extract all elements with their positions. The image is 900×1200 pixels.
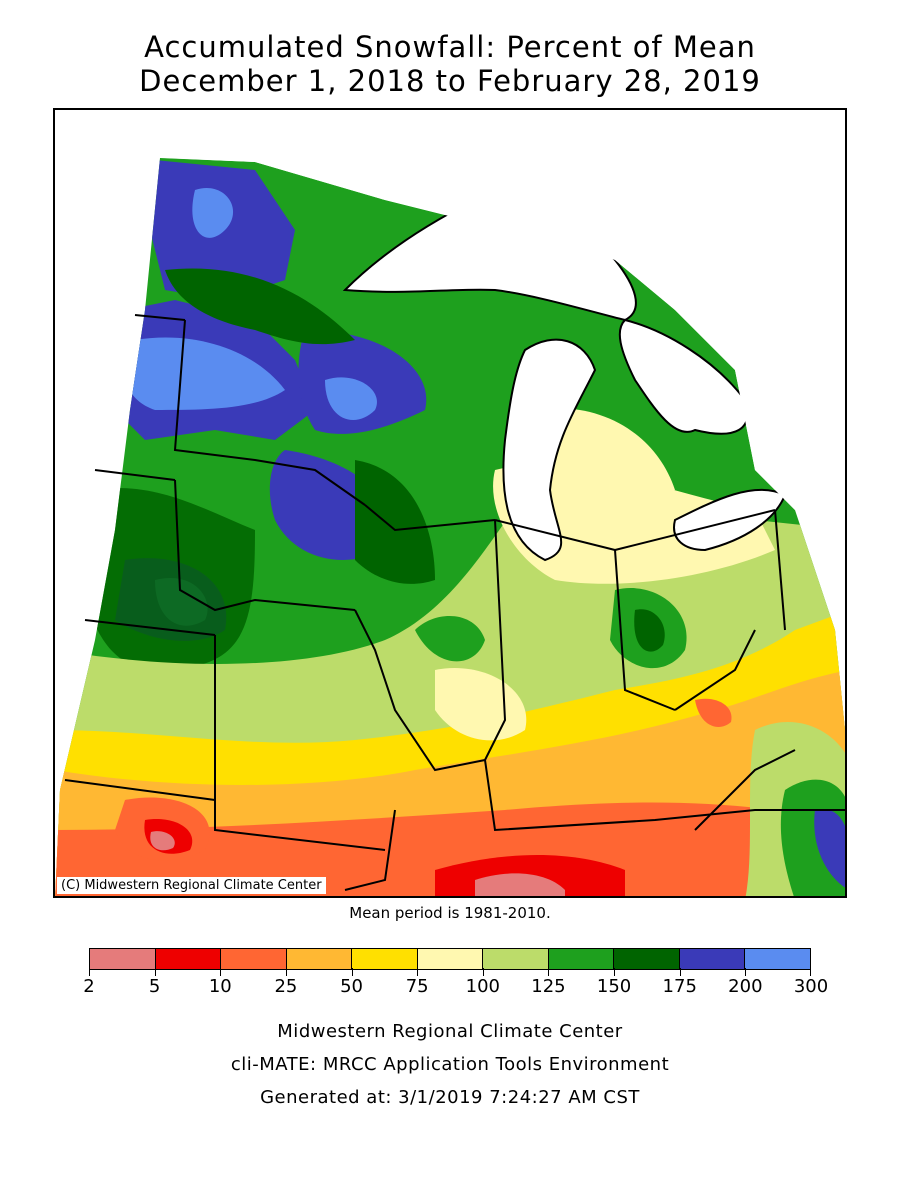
legend-label: 50 (340, 976, 363, 997)
lake-erie (673, 488, 787, 552)
legend-tick (745, 968, 747, 976)
legend-label: 150 (596, 976, 632, 997)
legend-swatch (155, 949, 222, 969)
legend-label: 125 (531, 976, 566, 997)
legend-tick (220, 968, 222, 976)
map-subtitle: December 1, 2018 to February 28, 2019 (139, 64, 761, 98)
legend-tick (679, 968, 681, 976)
legend-tick (154, 968, 156, 976)
legend-swatch (483, 949, 549, 969)
map-canvas (55, 110, 845, 896)
legend-swatch (221, 949, 287, 969)
legend-swatch (745, 949, 811, 969)
legend-swatch (352, 949, 418, 969)
copyright-credit: (C) Midwestern Regional Climate Center (57, 877, 326, 894)
mean-period-note: Mean period is 1981-2010. (349, 904, 551, 922)
footer-org: Midwestern Regional Climate Center (277, 1021, 623, 1042)
legend-ticks (89, 968, 811, 978)
great-lakes (165, 110, 845, 562)
canada-white-area (165, 110, 845, 529)
legend-tick (417, 968, 419, 976)
legend-tick (548, 968, 550, 976)
legend-label: 25 (274, 976, 298, 997)
state-boundaries (64, 314, 845, 891)
legend-swatch (679, 949, 746, 969)
legend-tick (482, 968, 484, 976)
lake-michigan (502, 338, 597, 562)
legend-tick (285, 968, 287, 976)
legend-tick (810, 968, 811, 976)
lake-huron (618, 318, 749, 435)
legend-tick (351, 968, 353, 976)
legend-tick (89, 968, 90, 976)
legend-label: 75 (405, 976, 429, 997)
legend-swatch (417, 949, 484, 969)
legend-label: 300 (793, 976, 829, 997)
legend-swatch (548, 949, 615, 969)
legend-swatch (614, 949, 680, 969)
footer-generated: Generated at: 3/1/2019 7:24:27 AM CST (260, 1087, 640, 1108)
legend-swatch (286, 949, 353, 969)
snowfall-map: (C) Midwestern Regional Climate Center (53, 108, 847, 898)
legend-label: 5 (148, 976, 161, 997)
legend-label: 175 (662, 976, 697, 997)
map-title: Accumulated Snowfall: Percent of Mean (144, 30, 756, 64)
footer-tool: cli-MATE: MRCC Application Tools Environ… (230, 1054, 670, 1075)
legend-label: 10 (208, 976, 232, 997)
legend-label: 200 (728, 976, 763, 997)
legend-label: 100 (465, 976, 500, 997)
color-legend (89, 948, 811, 970)
legend-swatch (90, 949, 156, 969)
legend-label: 2 (83, 976, 95, 997)
legend-tick (614, 968, 616, 976)
